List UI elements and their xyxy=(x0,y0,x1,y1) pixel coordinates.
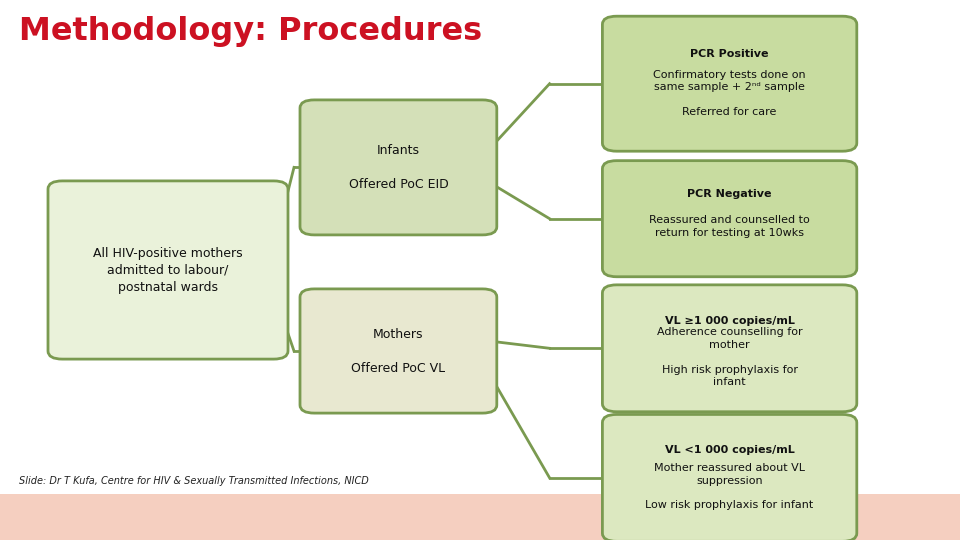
Text: Reassured and counselled to
return for testing at 10wks: Reassured and counselled to return for t… xyxy=(649,215,810,238)
Text: Methodology: Procedures: Methodology: Procedures xyxy=(19,16,482,47)
FancyBboxPatch shape xyxy=(603,285,857,411)
FancyBboxPatch shape xyxy=(603,161,857,277)
FancyBboxPatch shape xyxy=(603,16,857,151)
Text: PCR Positive: PCR Positive xyxy=(690,49,769,59)
FancyBboxPatch shape xyxy=(48,181,288,359)
Text: Confirmatory tests done on
same sample + 2ⁿᵈ sample

Referred for care: Confirmatory tests done on same sample +… xyxy=(654,70,805,117)
Text: VL ≥1 000 copies/mL: VL ≥1 000 copies/mL xyxy=(664,315,795,326)
Text: Mother reassured about VL
suppression

Low risk prophylaxis for infant: Mother reassured about VL suppression Lo… xyxy=(645,463,814,510)
Text: Slide: Dr T Kufa, Centre for HIV & Sexually Transmitted Infections, NICD: Slide: Dr T Kufa, Centre for HIV & Sexua… xyxy=(19,476,369,485)
Text: Adherence counselling for
mother

High risk prophylaxis for
infant: Adherence counselling for mother High ri… xyxy=(657,327,803,387)
FancyBboxPatch shape xyxy=(300,289,497,413)
Text: Mothers

Offered PoC VL: Mothers Offered PoC VL xyxy=(351,327,445,375)
FancyBboxPatch shape xyxy=(300,100,497,235)
FancyBboxPatch shape xyxy=(0,494,960,540)
Text: VL <1 000 copies/mL: VL <1 000 copies/mL xyxy=(664,445,795,455)
Text: All HIV-positive mothers
admitted to labour/
postnatal wards: All HIV-positive mothers admitted to lab… xyxy=(93,246,243,294)
FancyBboxPatch shape xyxy=(603,415,857,540)
Text: Infants

Offered PoC EID: Infants Offered PoC EID xyxy=(348,144,448,191)
Text: PCR Negative: PCR Negative xyxy=(687,188,772,199)
